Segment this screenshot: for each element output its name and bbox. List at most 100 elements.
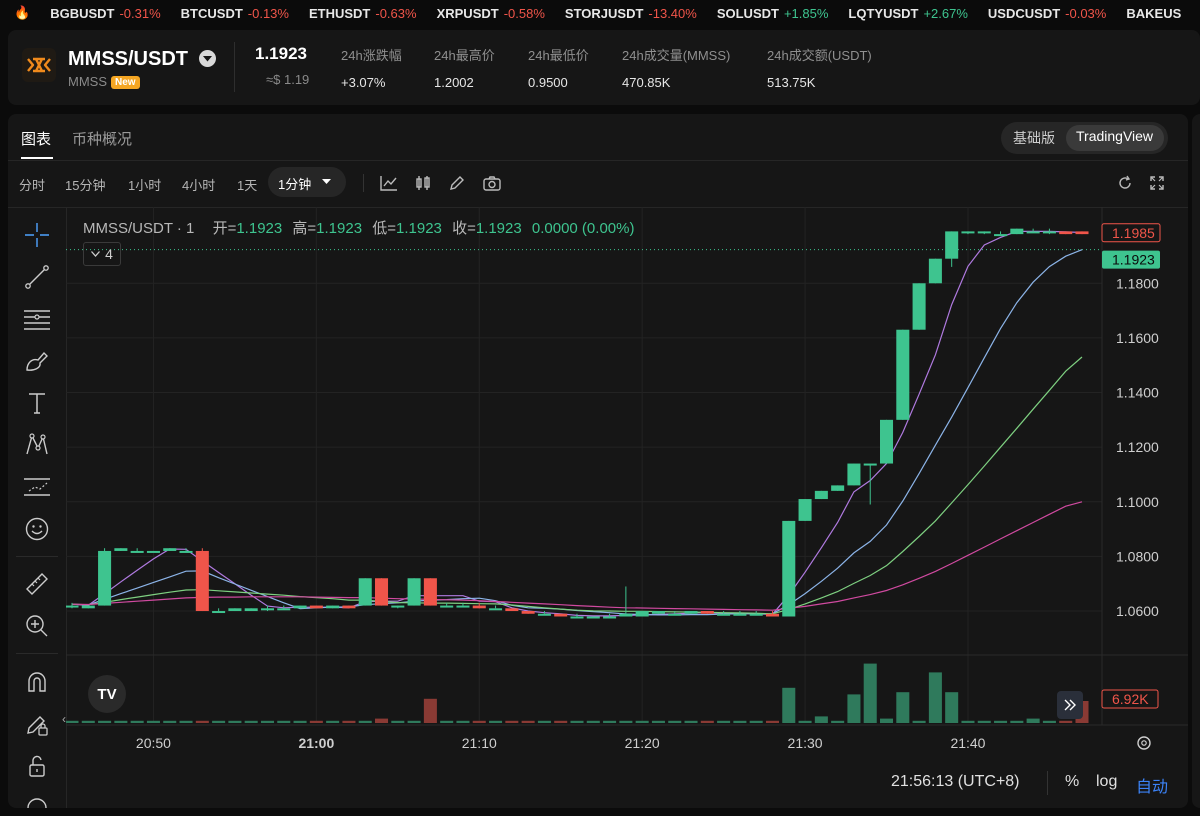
volume-bar — [554, 720, 568, 723]
chart-type-icon[interactable] — [380, 175, 398, 191]
ticker-change: -0.63% — [375, 5, 417, 21]
lock-drawing-icon[interactable] — [22, 709, 52, 739]
volume-bar — [423, 698, 437, 723]
candle-body — [961, 231, 975, 234]
volume-tag — [1101, 689, 1159, 709]
ticker-item[interactable]: LQTYUSDT +2.67% — [848, 6, 968, 21]
ticker-item[interactable]: XRPUSDT -0.58% — [437, 6, 545, 21]
tradingview-button[interactable]: TradingView — [1076, 128, 1154, 144]
candle-body — [244, 608, 258, 612]
forecast-icon[interactable] — [22, 472, 52, 502]
volume-bar — [212, 720, 226, 723]
ticker-item[interactable]: BAKEUS — [1126, 6, 1186, 21]
x-axis-tick: 21:40 — [950, 735, 985, 751]
log-scale-toggle[interactable]: log — [1096, 773, 1118, 790]
basic-view-button[interactable]: 基础版 — [1013, 130, 1055, 146]
candle-body — [293, 605, 307, 609]
volume-bar — [179, 720, 193, 723]
volume-bar — [814, 716, 828, 723]
candle-body — [1059, 231, 1073, 235]
volume-bar — [1010, 720, 1024, 723]
candle-body — [212, 611, 226, 614]
volume-bar — [733, 720, 747, 723]
legend-low: 1.1923 — [396, 220, 442, 237]
y-axis-tick: 1.0600 — [1116, 603, 1159, 619]
drawing-toolbar: ‹ — [8, 207, 67, 808]
pattern-icon[interactable] — [22, 430, 52, 460]
stat-value: 0.9500 — [528, 75, 568, 90]
ticker-item[interactable]: STORJUSDT -13.40% — [565, 6, 697, 21]
volume-bar — [831, 720, 845, 723]
candle-body — [863, 463, 877, 466]
collapse-toolbar-icon[interactable]: ‹ — [62, 712, 66, 726]
brush-icon[interactable] — [22, 346, 52, 376]
y-axis-tick: 1.1800 — [1116, 275, 1159, 291]
volume-bar — [863, 663, 877, 723]
ticker-item[interactable]: BGBUSDT -0.31% — [50, 6, 160, 21]
eye-icon[interactable] — [22, 793, 52, 808]
volume-bar — [489, 720, 503, 723]
ruler-icon[interactable] — [22, 569, 52, 599]
x-axis-tick: 21:20 — [625, 735, 660, 751]
trend-line-icon[interactable] — [22, 262, 52, 292]
fullscreen-icon[interactable] — [1149, 175, 1165, 191]
volume-bar — [912, 720, 926, 723]
interval-1d[interactable]: 1天 — [237, 178, 258, 193]
tools-divider — [16, 556, 58, 557]
volume-bar — [1059, 720, 1073, 723]
ticker-symbol: BAKEUS — [1126, 5, 1182, 21]
ticker-item[interactable]: USDCUSDT -0.03% — [988, 6, 1106, 21]
auto-scale-toggle[interactable]: 自动 — [1136, 779, 1169, 796]
tab-chart[interactable]: 图表 — [21, 131, 52, 148]
legend-low-label: 低= — [372, 220, 396, 237]
market-header: MMSS/USDT MMSS New 1.1923 ≈$ 1.19 24h涨跌幅 +… — [8, 30, 1200, 105]
price-chart[interactable]: 1.0600 1.0800 1.1000 1.1200 1.1400 1.1600 1.18… — [66, 207, 1188, 766]
y-axis-tick: 1.1600 — [1116, 330, 1159, 346]
stat-value: 470.85K — [622, 75, 671, 90]
text-tool-icon[interactable] — [22, 388, 52, 418]
scroll-to-latest-button[interactable] — [1057, 691, 1083, 719]
camera-icon[interactable] — [483, 175, 501, 191]
indicator-collapse-button[interactable]: 4 — [83, 242, 121, 266]
volume-bar — [700, 720, 714, 723]
tab-coin-overview[interactable]: 币种概况 — [72, 131, 133, 148]
candle-body — [603, 616, 617, 619]
ticker-item[interactable]: SOLUSDT +1.85% — [717, 6, 829, 21]
volume-bar — [98, 720, 112, 723]
right-panel-edge — [1192, 114, 1200, 808]
volume-bar — [260, 720, 274, 723]
pair-dropdown-icon[interactable] — [199, 50, 216, 67]
interval-timeline[interactable]: 分时 — [19, 178, 46, 193]
interval-4h[interactable]: 4小时 — [182, 178, 216, 193]
pair-title[interactable]: MMSS/USDT — [68, 48, 188, 70]
pencil-icon[interactable] — [449, 175, 465, 191]
ticker-item[interactable]: ETHUSDT -0.63% — [309, 6, 417, 21]
emoji-icon[interactable] — [22, 514, 52, 544]
ticker-item[interactable]: BTCUSDT -0.13% — [181, 6, 289, 21]
view-toggle-highlight — [1066, 125, 1164, 151]
candle-body — [326, 605, 340, 609]
y-axis-tick: 1.1000 — [1116, 494, 1159, 510]
double-chevron-right-icon — [1064, 699, 1076, 711]
candle-body — [163, 548, 177, 551]
candle-body — [928, 258, 942, 284]
indicators-icon[interactable] — [414, 175, 432, 191]
candle-body — [700, 611, 714, 614]
chevron-down-icon — [322, 179, 331, 184]
crosshair-icon[interactable] — [22, 220, 52, 250]
indicator-count: 4 — [105, 246, 113, 262]
zoom-in-icon[interactable] — [22, 611, 52, 641]
magnet-icon[interactable] — [22, 667, 52, 697]
candle-body — [114, 548, 128, 551]
percent-scale-toggle[interactable]: % — [1065, 773, 1080, 790]
horizontal-lines-icon[interactable] — [22, 304, 52, 334]
volume-bar — [309, 720, 323, 723]
interval-1h[interactable]: 1小时 — [128, 178, 162, 193]
volume-bar — [375, 718, 389, 723]
interval-selector[interactable]: 1分钟 — [268, 167, 346, 197]
unlock-icon[interactable] — [22, 751, 52, 781]
volume-bar — [1026, 718, 1040, 723]
interval-15m[interactable]: 15分钟 — [65, 178, 106, 193]
candle-body — [782, 520, 796, 617]
refresh-icon[interactable] — [1117, 175, 1133, 191]
